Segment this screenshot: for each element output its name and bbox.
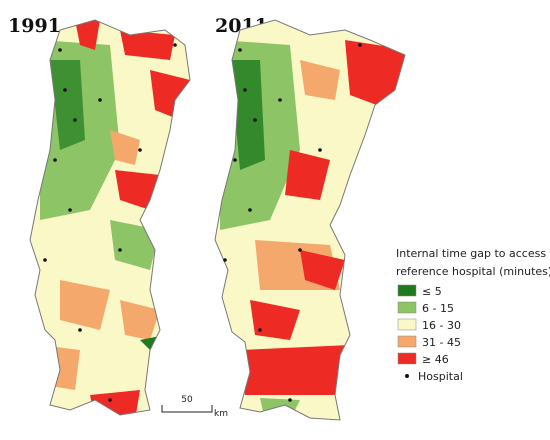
legend-swatch (397, 318, 417, 331)
legend-label: ≥ 46 (422, 353, 449, 366)
hospital-symbol (405, 374, 409, 378)
legend-swatch (397, 284, 417, 297)
legend-label: 31 - 45 (422, 336, 461, 349)
map-year: 1991 (8, 15, 61, 37)
hospital-dots (43, 43, 362, 402)
legend-label: 16 - 30 (422, 319, 461, 332)
legend-title: reference hospital (minutes) (396, 265, 550, 278)
map-1991 (30, 20, 190, 415)
legend-label: 6 - 15 (422, 302, 454, 315)
legend-title: Internal time gap to access the (396, 247, 550, 260)
legend-swatch (397, 352, 417, 365)
legend-swatch (397, 301, 417, 314)
scale-unit: km (214, 409, 228, 419)
legend-label: ≤ 5 (422, 285, 442, 298)
legend-swatch (397, 335, 417, 348)
scale-value: 50 (181, 395, 193, 405)
scale-bar: 50 km (161, 395, 228, 419)
legend-label: Hospital (418, 370, 463, 383)
legend: Internal time gap to access the referenc… (396, 247, 550, 383)
